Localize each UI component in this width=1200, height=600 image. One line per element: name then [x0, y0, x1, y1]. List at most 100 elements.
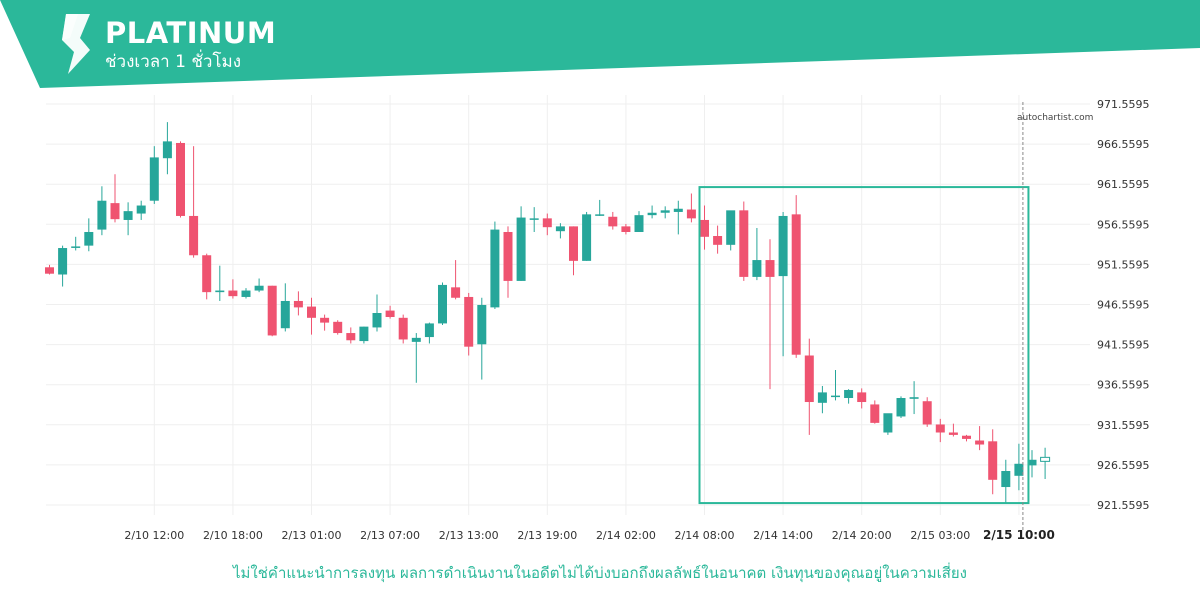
candle	[569, 226, 578, 276]
candle	[176, 141, 185, 218]
candle	[713, 225, 723, 254]
candle	[45, 264, 54, 275]
candle-body	[857, 392, 867, 403]
candle	[817, 385, 827, 414]
candle	[333, 320, 343, 335]
candle	[896, 396, 906, 419]
candle	[870, 400, 880, 424]
candle	[1001, 459, 1011, 504]
candle	[595, 199, 605, 216]
candle-body	[726, 210, 736, 245]
brand-logo-icon	[62, 14, 90, 74]
candle-body	[202, 255, 212, 293]
instrument-title: PLATINUM	[105, 16, 277, 50]
y-axis-labels: 971.5595 966.5595 961.5595 956.5595 951.5595…	[1097, 98, 1150, 512]
candle-body	[686, 209, 696, 219]
candle-body	[110, 203, 120, 220]
candle	[110, 174, 120, 223]
x-tick-label: 2/15 10:00	[983, 528, 1055, 542]
candle-body	[621, 226, 631, 232]
candle-body	[582, 214, 592, 261]
candle	[778, 211, 788, 357]
candle	[162, 122, 172, 175]
candle-body	[267, 285, 277, 336]
candles-layer	[45, 122, 1051, 504]
candle-body	[241, 290, 251, 297]
x-tick-label: 2/14 02:00	[596, 529, 656, 542]
candle-body	[189, 215, 199, 256]
candle	[58, 245, 68, 287]
candle-body	[831, 395, 840, 398]
candle-body	[359, 326, 369, 342]
candle	[582, 211, 592, 261]
y-tick-label: 941.5595	[1097, 339, 1150, 352]
candle	[438, 282, 447, 326]
banner-shape	[0, 0, 1200, 88]
candle-body	[1040, 456, 1051, 462]
candle	[686, 193, 696, 223]
candle-body	[254, 285, 264, 291]
candle	[477, 297, 487, 380]
y-tick-label: 971.5595	[1097, 98, 1150, 111]
candle	[372, 294, 382, 332]
candle	[1014, 443, 1024, 491]
candle-body	[84, 231, 94, 246]
y-tick-label: 966.5595	[1097, 138, 1150, 151]
candle	[189, 146, 199, 258]
candle-body	[804, 355, 814, 403]
candle-body	[765, 260, 775, 277]
x-tick-label: 2/10 18:00	[203, 529, 263, 542]
candle-body	[988, 441, 998, 480]
candle	[516, 206, 526, 281]
candle-body	[844, 389, 854, 399]
candle-body	[922, 401, 932, 425]
y-tick-label: 936.5595	[1097, 379, 1150, 392]
candle	[660, 206, 670, 219]
candle-body	[739, 210, 749, 277]
y-tick-label: 946.5595	[1097, 299, 1150, 312]
candle-body	[424, 323, 434, 338]
candle-body	[634, 215, 644, 232]
candle	[673, 200, 683, 235]
candle-body	[542, 218, 552, 228]
candle-body	[45, 267, 54, 274]
candle-body	[293, 300, 303, 308]
candle	[948, 423, 958, 437]
candle-body	[464, 296, 474, 347]
candle	[320, 314, 330, 331]
candle	[97, 186, 107, 236]
x-axis-labels: 2/10 12:00 2/10 18:00 2/13 01:00 2/13 07:00…	[124, 528, 1054, 542]
candle-body	[1001, 470, 1011, 488]
candle	[844, 389, 854, 404]
candle	[503, 226, 513, 298]
candle-body	[503, 231, 513, 281]
candle-body	[451, 287, 461, 298]
candle	[555, 223, 565, 239]
candle-body	[411, 337, 421, 342]
y-tick-label: 956.5595	[1097, 218, 1150, 231]
candle-body	[555, 226, 565, 232]
pattern-box	[698, 186, 1030, 505]
candle	[359, 326, 369, 344]
candle	[293, 291, 303, 316]
candle-body	[215, 290, 225, 293]
candle-body	[962, 435, 971, 439]
x-tick-label: 2/13 19:00	[517, 529, 577, 542]
candle-body	[700, 219, 709, 237]
candle-body	[136, 205, 146, 214]
candle	[228, 279, 238, 299]
candle-body	[385, 310, 395, 318]
candle-body	[975, 440, 985, 445]
candle	[451, 260, 461, 300]
x-tick-label: 2/14 08:00	[675, 529, 735, 542]
candle-body	[228, 290, 238, 297]
candle	[202, 253, 212, 300]
chart-grid	[46, 95, 1090, 515]
candle	[385, 305, 395, 319]
y-tick-label: 921.5595	[1097, 499, 1150, 512]
x-tick-label: 2/15 03:00	[910, 529, 970, 542]
candle	[490, 221, 500, 309]
candle	[883, 413, 893, 435]
candle-body	[778, 215, 788, 277]
